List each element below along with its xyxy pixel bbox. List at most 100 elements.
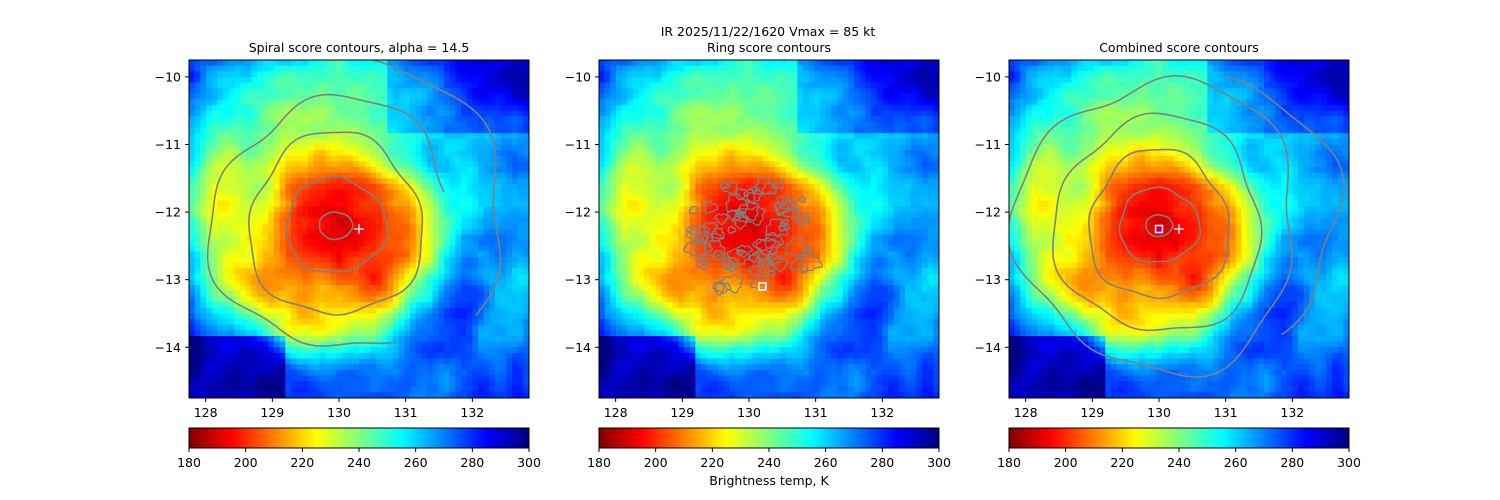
map-cell (746, 127, 753, 134)
map-cell (478, 133, 485, 140)
map-cell (393, 155, 400, 162)
map-cell (500, 212, 507, 219)
map-cell (438, 121, 445, 129)
map-cell (296, 229, 303, 236)
map-cell (364, 60, 371, 67)
map-cell (206, 121, 213, 129)
map-cell (240, 110, 247, 117)
map-cell (438, 82, 445, 89)
map-cell (398, 302, 405, 309)
map-cell (672, 65, 679, 72)
map-cell (364, 121, 371, 129)
map-cell (257, 302, 264, 309)
map-cell (393, 352, 400, 360)
map-cell (667, 105, 674, 112)
map-cell (848, 93, 855, 101)
map-cell (200, 319, 207, 326)
map-cell (245, 71, 252, 78)
map-cell (319, 313, 326, 320)
map-cell (189, 127, 196, 134)
map-cell (621, 172, 628, 179)
map-cell (701, 178, 708, 185)
map-cell (466, 127, 473, 134)
map-cell (517, 234, 524, 241)
map-cell (336, 60, 343, 67)
map-cell (517, 341, 524, 348)
map-cell (194, 290, 201, 298)
map-cell (325, 88, 332, 95)
map-cell (291, 212, 298, 219)
map-cell (461, 189, 468, 196)
map-cell (325, 178, 332, 185)
map-cell (672, 105, 679, 112)
map-cell (211, 93, 218, 101)
map-cell (245, 364, 252, 371)
map-cell (189, 290, 196, 298)
map-cell (285, 121, 292, 129)
map-cell (483, 195, 490, 202)
map-cell (421, 268, 428, 275)
map-cell (189, 60, 196, 67)
map-cell (461, 279, 468, 286)
map-cell (650, 105, 657, 112)
map-cell (370, 375, 377, 382)
map-cell (472, 262, 479, 270)
map-cell (319, 223, 326, 230)
map-cell (285, 167, 292, 174)
map-cell (500, 116, 507, 123)
map-cell (404, 138, 411, 146)
map-cell (461, 274, 468, 281)
map-cell (769, 105, 776, 112)
map-cell (206, 195, 213, 202)
map-cell (427, 341, 434, 348)
map-cell (599, 116, 606, 123)
map-cell (684, 161, 691, 168)
map-cell (342, 352, 349, 360)
map-cell (444, 223, 451, 230)
map-cell (444, 257, 451, 264)
map-cell (706, 60, 713, 67)
map-cell (740, 82, 747, 89)
map-cell (616, 161, 623, 168)
map-cell (291, 116, 298, 123)
map-cell (449, 251, 456, 258)
map-cell (729, 76, 736, 84)
map-cell (910, 144, 917, 151)
map-cell (217, 76, 224, 84)
map-cell (814, 88, 821, 95)
map-cell (786, 138, 793, 146)
map-cell (672, 167, 679, 174)
map-cell (523, 121, 529, 129)
map-cell (274, 313, 281, 320)
map-cell (387, 206, 394, 213)
map-cell (381, 110, 388, 117)
map-cell (370, 60, 377, 67)
map-cell (769, 150, 776, 157)
map-cell (489, 178, 496, 185)
map-cell (449, 234, 456, 241)
map-cell (616, 93, 623, 101)
map-cell (415, 313, 422, 320)
map-cell (251, 121, 258, 129)
map-cell (189, 189, 196, 196)
map-cell (517, 279, 524, 286)
map-cell (466, 172, 473, 179)
map-cell (268, 71, 275, 78)
map-cell (268, 105, 275, 112)
map-cell (729, 121, 736, 129)
map-cell (376, 161, 383, 168)
map-cell (370, 105, 377, 112)
map-cell (638, 116, 645, 123)
map-cell (268, 307, 275, 315)
map-cell (667, 183, 674, 191)
map-cell (797, 138, 804, 146)
map-cell (410, 60, 417, 67)
map-cell (466, 189, 473, 196)
map-cell (427, 206, 434, 213)
map-cell (797, 116, 804, 123)
map-cell (825, 155, 832, 162)
map-cell (404, 251, 411, 258)
map-cell (500, 178, 507, 185)
map-cell (678, 99, 685, 106)
map-cell (234, 285, 241, 292)
